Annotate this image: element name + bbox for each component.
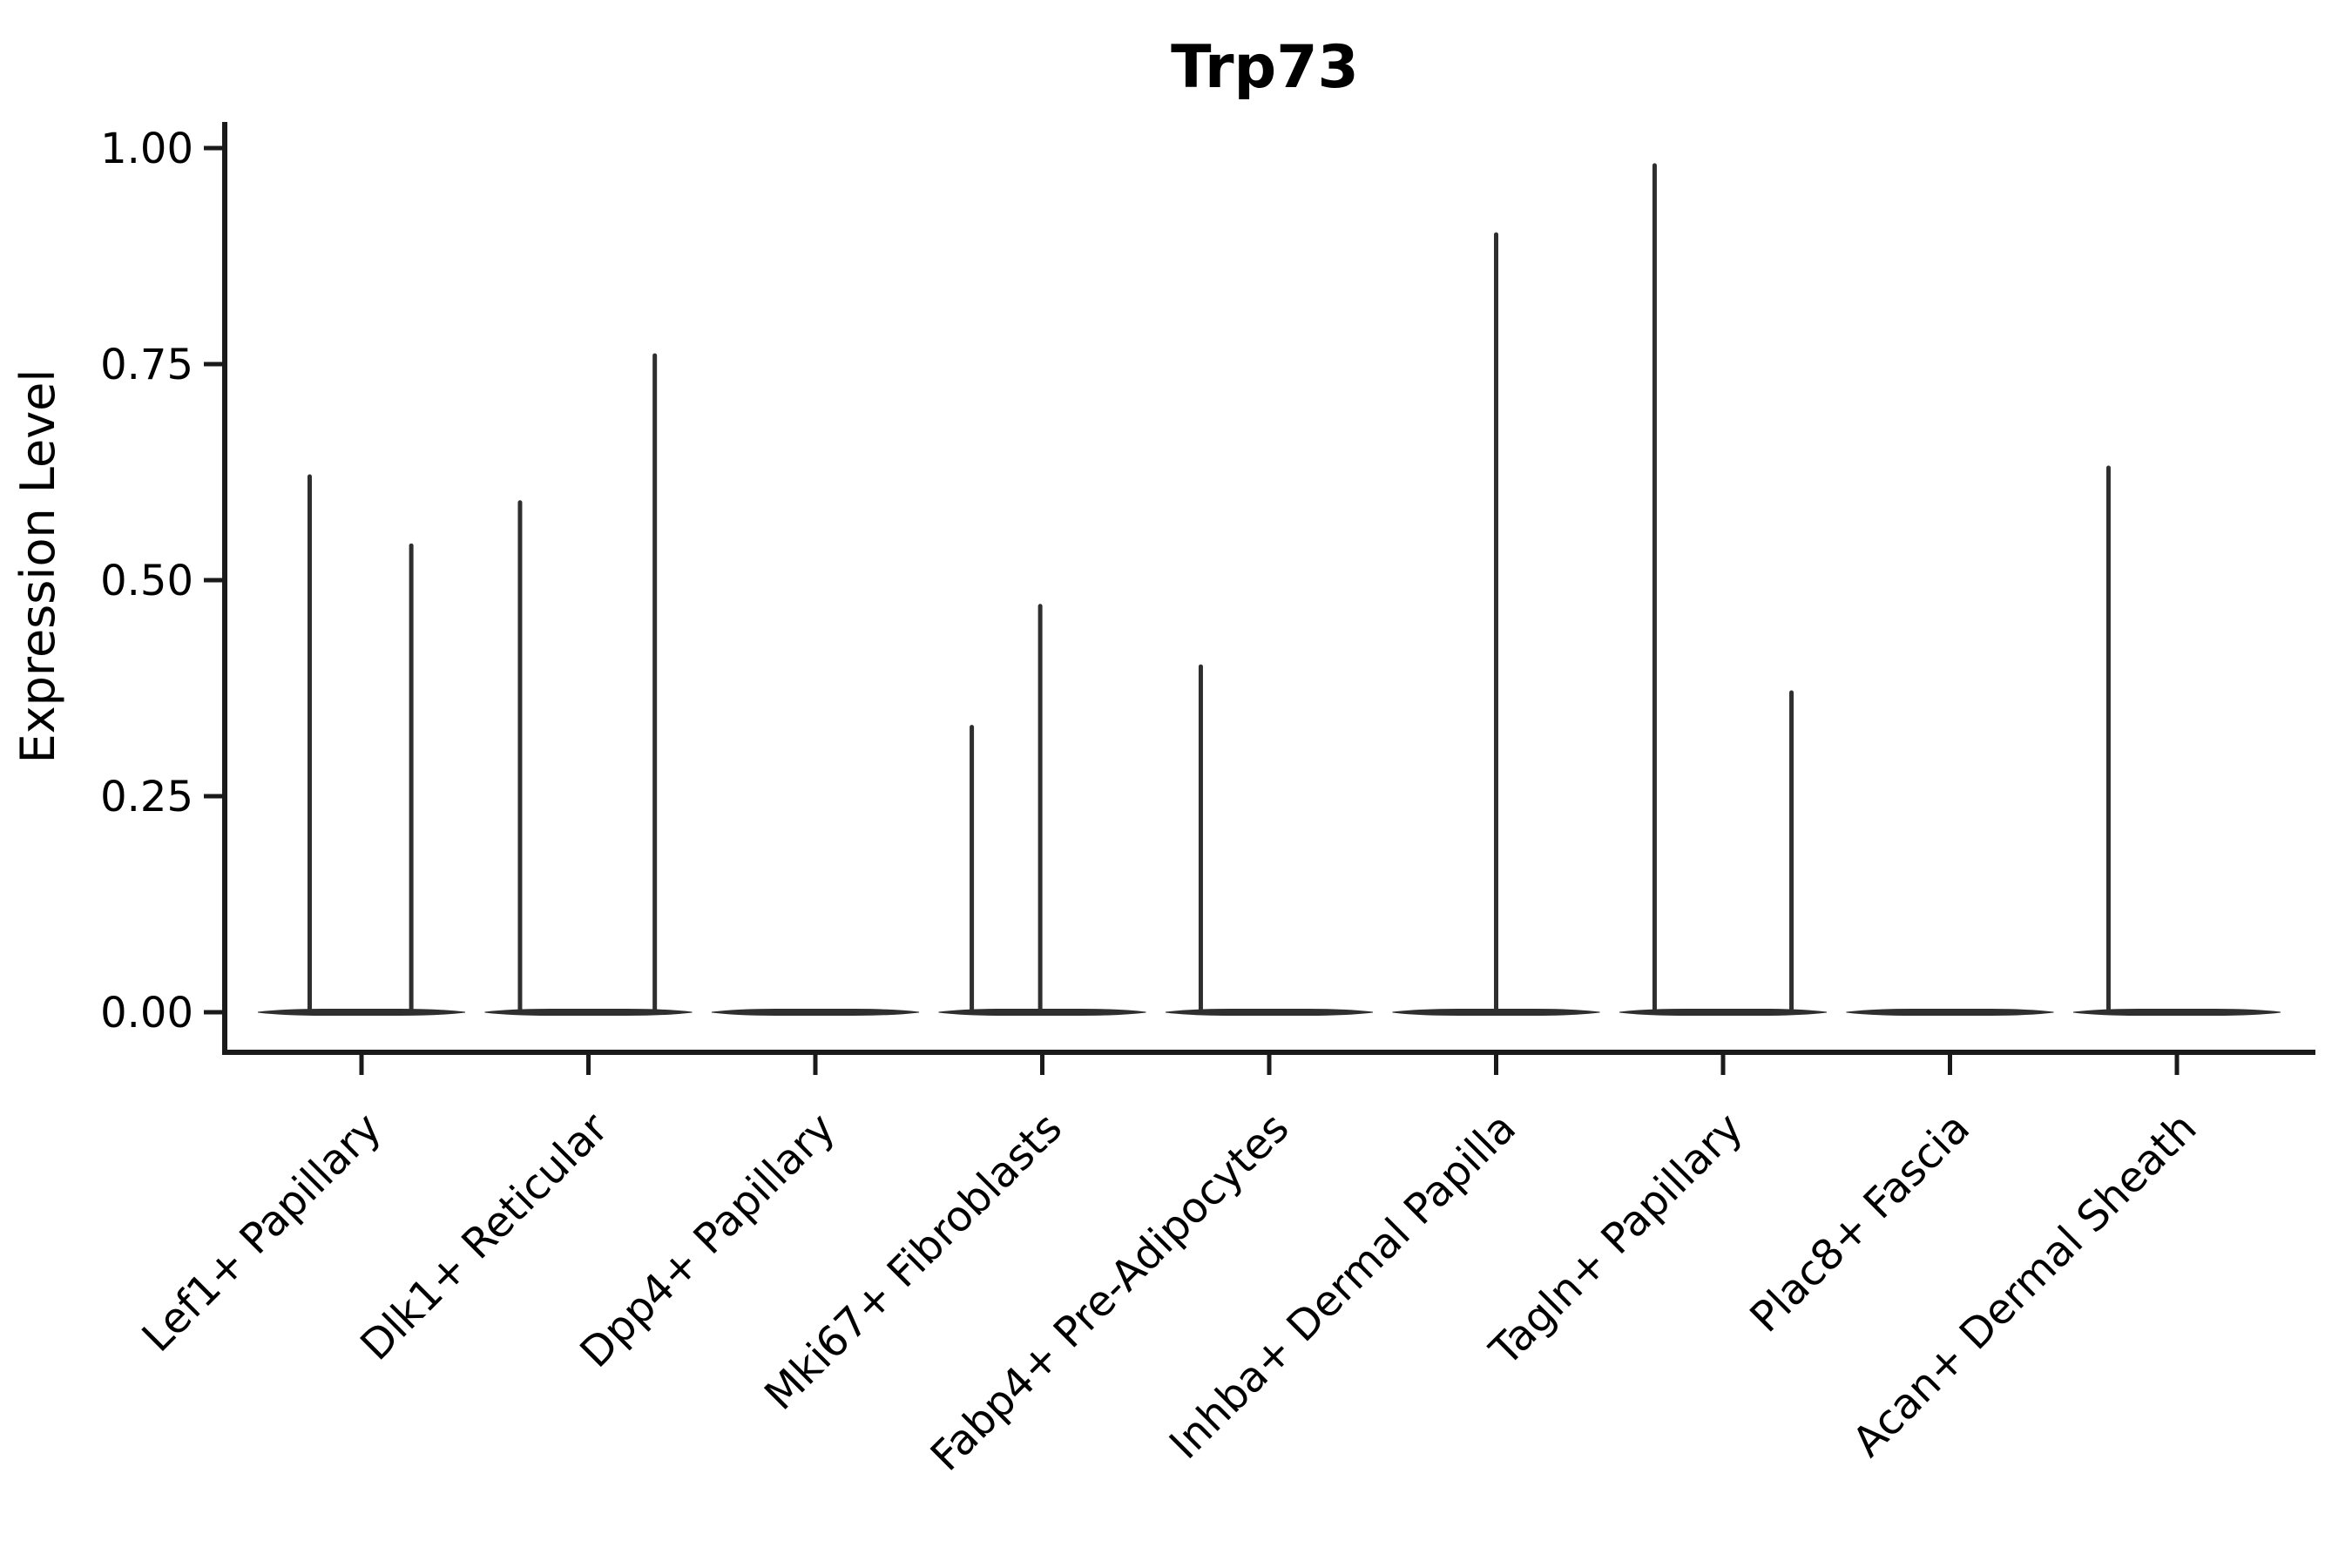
violin-baseline xyxy=(257,1009,466,1016)
violin-baseline xyxy=(938,1009,1146,1016)
violins-layer xyxy=(257,163,2281,1016)
chart-title: Trp73 xyxy=(1171,33,1359,102)
y-tick-label: 0.00 xyxy=(100,989,193,1037)
y-tick-label: 0.50 xyxy=(100,557,193,605)
violin-baseline xyxy=(1165,1009,1374,1016)
y-tick-label: 0.25 xyxy=(100,773,193,821)
y-tick-label: 0.75 xyxy=(100,341,193,389)
x-tick-label: Tagln+ Papillary xyxy=(1480,1104,1752,1375)
axes-layer xyxy=(204,122,2315,1075)
y-tick-labels: 0.00 0.25 0.50 0.75 1.00 xyxy=(100,125,193,1037)
violin-baseline xyxy=(711,1009,920,1016)
violin-baseline xyxy=(1846,1009,2054,1016)
violin-baseline xyxy=(1619,1009,1828,1016)
x-tick-label: Fabp4+ Pre-Adipocytes xyxy=(922,1104,1299,1481)
x-tick-label: Lef1+ Papillary xyxy=(133,1104,391,1362)
y-axis-label: Expression Level xyxy=(10,369,65,764)
x-tick-label: Dlk1+ Reticular xyxy=(351,1104,618,1370)
x-tick-label: Plac8+ Fascia xyxy=(1740,1104,1979,1342)
violin-baseline xyxy=(484,1009,693,1016)
y-tick-label: 1.00 xyxy=(100,125,193,173)
violin-baseline xyxy=(2072,1009,2281,1016)
